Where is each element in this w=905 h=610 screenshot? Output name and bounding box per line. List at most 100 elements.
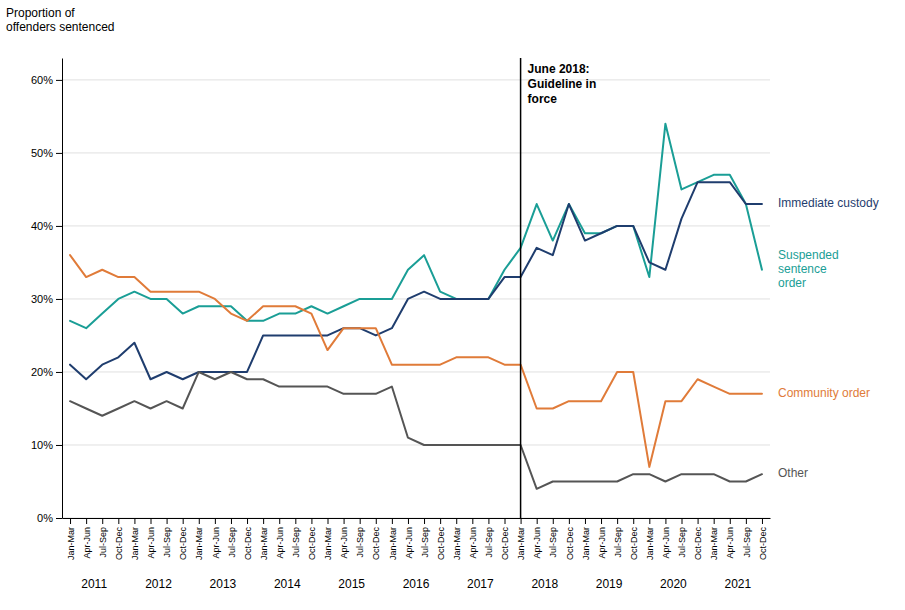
tick-mark: [505, 518, 506, 524]
tick: Jan-Mar: [709, 518, 719, 560]
tick-label: 10%: [31, 439, 53, 451]
tick-mark: [360, 518, 361, 524]
tick-mark: [247, 518, 248, 524]
tick-label: Jul-Sep: [420, 527, 430, 558]
y-axis-title-line: Proportion of: [6, 6, 75, 20]
tick-mark: [344, 518, 345, 524]
tick-mark: [714, 518, 715, 524]
grid-line: [62, 518, 770, 519]
tick-label: Jul-Sep: [98, 527, 108, 558]
tick: Jan-Mar: [323, 518, 333, 560]
axis-line: [63, 518, 771, 519]
tick-mark: [633, 518, 634, 524]
tick-label: Jan-Mar: [581, 527, 591, 560]
tick-mark: [70, 518, 71, 524]
tick: Oct-Dec: [307, 518, 317, 560]
tick: Jul-Sep: [613, 518, 623, 558]
tick-label: Oct-Dec: [629, 527, 639, 561]
chart: 0%10%20%30%40%50%60%Jan-MarApr-JunJul-Se…: [0, 0, 905, 610]
group-label: 2016: [403, 577, 430, 591]
tick-mark: [521, 518, 522, 524]
tick-mark: [553, 518, 554, 524]
tick: Jan-Mar: [194, 518, 204, 560]
plot: 0%10%20%30%40%50%60%Jan-MarApr-JunJul-Se…: [6, 6, 879, 591]
grid-line: [62, 79, 770, 80]
legend-entry-line: Community order: [778, 386, 870, 400]
guideline: [520, 58, 522, 518]
tick: 50%: [31, 147, 62, 159]
tick-label: Apr-Jun: [146, 527, 156, 559]
tick-label: Apr-Jun: [725, 527, 735, 559]
tick: Apr-Jun: [146, 518, 156, 559]
legend-entry: Immediate custody: [778, 196, 879, 210]
tick: Oct-Dec: [565, 518, 575, 560]
tick-mark: [730, 518, 731, 524]
tick: Oct-Dec: [693, 518, 703, 560]
tick: Oct-Dec: [178, 518, 188, 560]
category-groups: 2011201220132014201520162017201820192020…: [81, 577, 751, 591]
tick: Oct-Dec: [436, 518, 446, 560]
tick: Jul-Sep: [162, 518, 172, 558]
tick: Jan-Mar: [130, 518, 140, 560]
tick-label: Jan-Mar: [130, 527, 140, 560]
tick-mark: [118, 518, 119, 524]
tick: Jul-Sep: [291, 518, 301, 558]
tick-mark: [231, 518, 232, 524]
axis-line: [62, 59, 63, 519]
group-label: 2012: [145, 577, 172, 591]
tick-mark: [440, 518, 441, 524]
group-label: 2014: [274, 577, 301, 591]
tick-mark: [601, 518, 602, 524]
tick-mark: [56, 226, 62, 227]
tick-mark: [585, 518, 586, 524]
tick-label: Jan-Mar: [516, 527, 526, 560]
tick-mark: [424, 518, 425, 524]
tick-mark: [472, 518, 473, 524]
tick-mark: [151, 518, 152, 524]
tick-mark: [56, 518, 62, 519]
tick-label: 60%: [31, 74, 53, 86]
tick: Apr-Jun: [725, 518, 735, 559]
tick: Jul-Sep: [227, 518, 237, 558]
group-label: 2021: [724, 577, 751, 591]
annotation-line: Guideline in: [528, 77, 597, 91]
tick: 60%: [31, 74, 62, 86]
tick-mark: [328, 518, 329, 524]
tick-label: Oct-Dec: [500, 527, 510, 561]
tick-mark: [56, 153, 62, 154]
tick: Apr-Jun: [339, 518, 349, 559]
tick: Jan-Mar: [452, 518, 462, 560]
tick-mark: [649, 518, 650, 524]
tick-mark: [215, 518, 216, 524]
tick: Oct-Dec: [500, 518, 510, 560]
tick-label: Oct-Dec: [436, 527, 446, 561]
tick-label: Apr-Jun: [82, 527, 92, 559]
tick-label: 0%: [37, 512, 53, 524]
tick-label: Jan-Mar: [259, 527, 269, 560]
tick-mark: [665, 518, 666, 524]
tick-label: Oct-Dec: [758, 527, 768, 561]
tick-label: 20%: [31, 366, 53, 378]
tick: 40%: [31, 220, 62, 232]
tick: Jul-Sep: [548, 518, 558, 558]
tick-mark: [376, 518, 377, 524]
tick-label: Jan-Mar: [709, 527, 719, 560]
tick-mark: [279, 518, 280, 524]
group-label: 2020: [660, 577, 687, 591]
series-lines: [70, 124, 762, 489]
group-label: 2018: [531, 577, 558, 591]
tick-mark: [408, 518, 409, 524]
tick-mark: [569, 518, 570, 524]
tick: Jan-Mar: [581, 518, 591, 560]
tick-label: Jul-Sep: [291, 527, 301, 558]
tick-label: Jul-Sep: [742, 527, 752, 558]
tick-mark: [537, 518, 538, 524]
tick-mark: [488, 518, 489, 524]
tick-label: Jan-Mar: [66, 527, 76, 560]
legend-entry-line: order: [778, 276, 806, 290]
tick-mark: [199, 518, 200, 524]
tick: 10%: [31, 439, 62, 451]
tick-mark: [86, 518, 87, 524]
tick-mark: [56, 372, 62, 373]
tick: Oct-Dec: [114, 518, 124, 560]
